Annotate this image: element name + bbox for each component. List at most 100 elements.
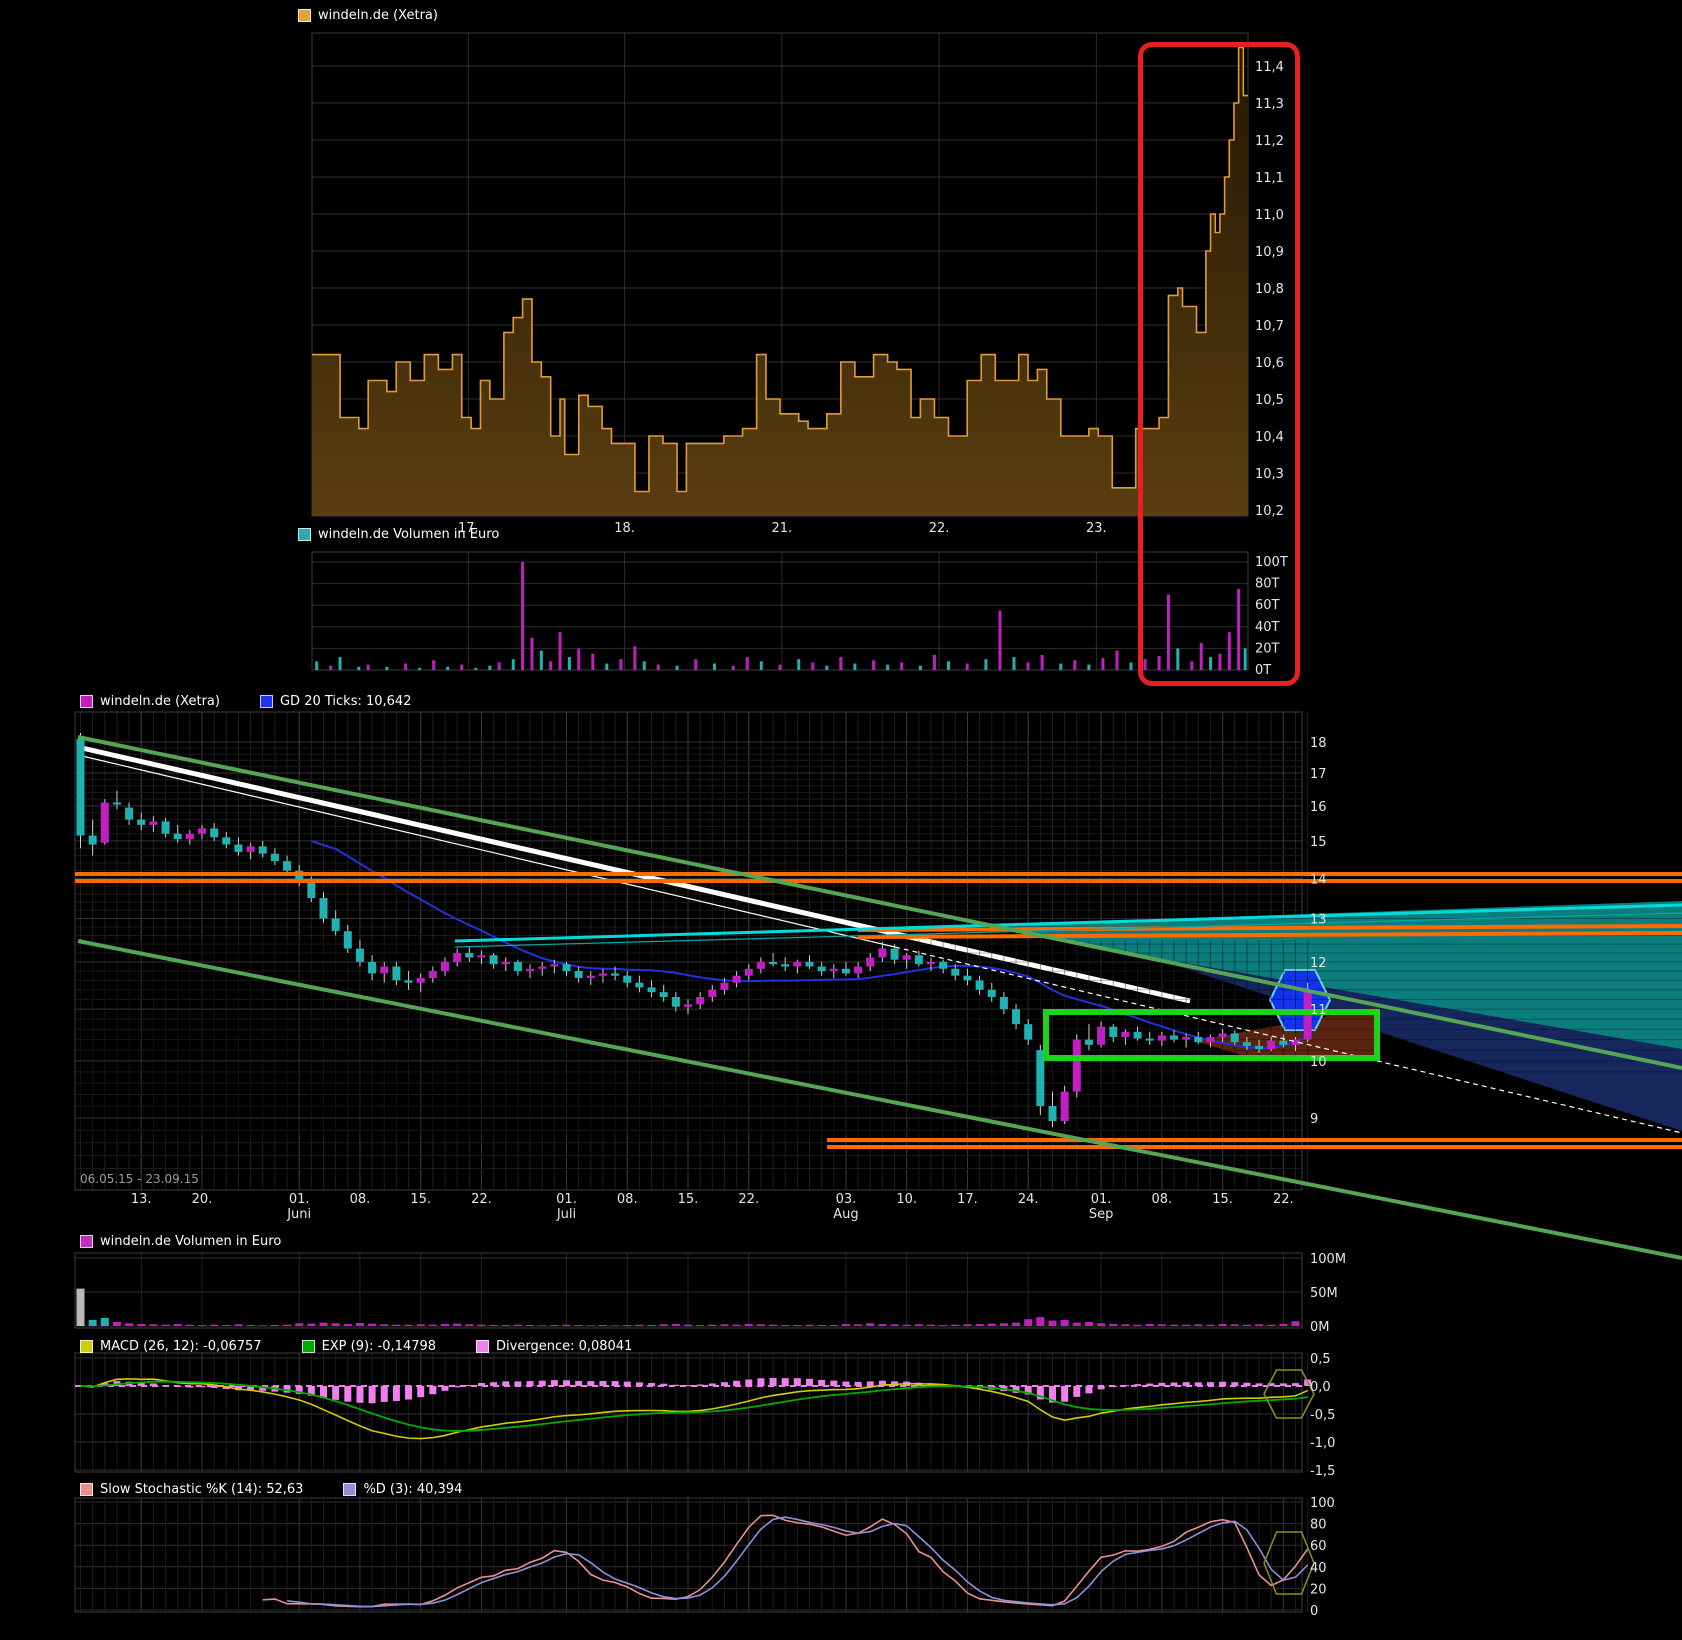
series-color-swatch: [80, 1483, 93, 1496]
stochastic-legend: Slow Stochastic %K (14): 52,63 %D (3): 4…: [80, 1482, 462, 1497]
macd-label: MACD (26, 12): -0,06757: [100, 1339, 262, 1354]
stoch-k-legend-item: Slow Stochastic %K (14): 52,63: [80, 1482, 303, 1497]
svg-text:0,5: 0,5: [1310, 1352, 1331, 1367]
svg-text:80T: 80T: [1255, 577, 1280, 592]
svg-text:08.: 08.: [350, 1192, 371, 1207]
daily-volume-legend-label: windeln.de Volumen in Euro: [100, 1234, 281, 1249]
daily-panel: 181716151413121110913.20.01.08.15.22.01.…: [75, 712, 1682, 1258]
svg-text:17: 17: [1310, 767, 1327, 782]
svg-text:08.: 08.: [1152, 1192, 1173, 1207]
svg-text:-1,5: -1,5: [1310, 1464, 1335, 1479]
gd20-legend-item: GD 20 Ticks: 10,642: [260, 694, 412, 709]
svg-text:10,6: 10,6: [1255, 356, 1284, 371]
svg-text:20.: 20.: [192, 1192, 213, 1207]
daily-legend-item: windeln.de (Xetra): [80, 694, 220, 709]
svg-text:100M: 100M: [1310, 1252, 1346, 1267]
svg-text:9: 9: [1310, 1112, 1318, 1127]
svg-text:60T: 60T: [1255, 598, 1280, 613]
intraday-volume-legend-label: windeln.de Volumen in Euro: [318, 527, 499, 542]
svg-text:20T: 20T: [1255, 641, 1280, 656]
svg-text:08.: 08.: [617, 1192, 638, 1207]
svg-text:11,4: 11,4: [1255, 60, 1284, 75]
exp-label: EXP (9): -0,14798: [322, 1339, 436, 1354]
svg-text:10,9: 10,9: [1255, 245, 1284, 260]
series-color-swatch: [80, 695, 93, 708]
daily-volume-panel: 100M 50M 0M: [75, 1252, 1346, 1335]
series-color-swatch: [80, 1235, 93, 1248]
svg-text:Sep: Sep: [1089, 1207, 1114, 1222]
divergence-label: Divergence: 0,08041: [496, 1339, 632, 1354]
series-color-swatch: [476, 1340, 489, 1353]
intraday-legend: windeln.de (Xetra): [298, 8, 438, 23]
svg-text:60: 60: [1310, 1539, 1327, 1554]
stoch-d-label: %D (3): 40,394: [363, 1482, 462, 1497]
svg-text:Juni: Juni: [286, 1207, 311, 1222]
svg-text:50M: 50M: [1310, 1286, 1338, 1301]
intraday-panel: 11,411,311,211,111,010,910,810,710,610,5…: [312, 33, 1284, 536]
svg-text:10,3: 10,3: [1255, 467, 1284, 482]
svg-text:10,5: 10,5: [1255, 393, 1284, 408]
svg-text:40T: 40T: [1255, 620, 1280, 635]
svg-text:14: 14: [1310, 872, 1327, 887]
svg-text:15.: 15.: [410, 1192, 431, 1207]
stoch-d-legend-item: %D (3): 40,394: [343, 1482, 462, 1497]
svg-text:23.: 23.: [1086, 521, 1107, 536]
svg-text:100T: 100T: [1255, 555, 1288, 570]
exp-legend-item: EXP (9): -0,14798: [302, 1339, 436, 1354]
svg-text:24.: 24.: [1018, 1192, 1039, 1207]
svg-text:13: 13: [1310, 913, 1327, 928]
svg-text:15.: 15.: [678, 1192, 699, 1207]
intraday-volume-legend-item: windeln.de Volumen in Euro: [298, 527, 499, 542]
series-color-swatch: [302, 1340, 315, 1353]
svg-text:10,4: 10,4: [1255, 430, 1284, 445]
svg-text:100: 100: [1310, 1496, 1335, 1511]
macd-legend-item: MACD (26, 12): -0,06757: [80, 1339, 262, 1354]
macd-legend: MACD (26, 12): -0,06757 EXP (9): -0,1479…: [80, 1339, 632, 1354]
svg-text:11,1: 11,1: [1255, 171, 1284, 186]
svg-text:10,8: 10,8: [1255, 282, 1284, 297]
intraday-legend-label: windeln.de (Xetra): [318, 8, 438, 23]
svg-text:Juli: Juli: [556, 1207, 576, 1222]
svg-text:21.: 21.: [772, 521, 793, 536]
svg-text:11: 11: [1310, 1003, 1327, 1018]
svg-text:11,2: 11,2: [1255, 134, 1284, 149]
series-color-swatch: [343, 1483, 356, 1496]
svg-text:12: 12: [1310, 956, 1327, 971]
svg-text:13.: 13.: [131, 1192, 152, 1207]
svg-text:01.: 01.: [556, 1192, 577, 1207]
svg-text:22.: 22.: [471, 1192, 492, 1207]
svg-text:-1,0: -1,0: [1310, 1436, 1335, 1451]
daily-legend-label: windeln.de (Xetra): [100, 694, 220, 709]
series-color-swatch: [260, 695, 273, 708]
svg-text:18.: 18.: [614, 521, 635, 536]
svg-text:11,0: 11,0: [1255, 208, 1284, 223]
svg-text:0: 0: [1310, 1604, 1318, 1619]
series-color-swatch: [80, 1340, 93, 1353]
divergence-legend-item: Divergence: 0,08041: [476, 1339, 632, 1354]
svg-text:Aug: Aug: [833, 1207, 858, 1222]
daily-volume-legend-item: windeln.de Volumen in Euro: [80, 1234, 281, 1249]
svg-text:22.: 22.: [738, 1192, 759, 1207]
svg-text:17.: 17.: [957, 1192, 978, 1207]
daily-legend: windeln.de (Xetra) GD 20 Ticks: 10,642: [80, 694, 411, 709]
svg-text:-0,5: -0,5: [1310, 1408, 1335, 1423]
svg-text:20: 20: [1310, 1582, 1327, 1597]
svg-text:22.: 22.: [929, 521, 950, 536]
stoch-k-label: Slow Stochastic %K (14): 52,63: [100, 1482, 303, 1497]
svg-text:10,7: 10,7: [1255, 319, 1284, 334]
svg-text:10.: 10.: [896, 1192, 917, 1207]
svg-text:0,0: 0,0: [1310, 1380, 1331, 1395]
svg-text:01.: 01.: [289, 1192, 310, 1207]
date-range: 06.05.15 - 23.09.15: [80, 1172, 199, 1186]
svg-text:15.: 15.: [1212, 1192, 1233, 1207]
svg-text:10: 10: [1310, 1055, 1327, 1070]
svg-text:0M: 0M: [1310, 1320, 1330, 1335]
intraday-legend-item: windeln.de (Xetra): [298, 8, 438, 23]
gd20-legend-label: GD 20 Ticks: 10,642: [280, 694, 412, 709]
svg-text:15: 15: [1310, 835, 1327, 850]
svg-text:18: 18: [1310, 736, 1327, 751]
